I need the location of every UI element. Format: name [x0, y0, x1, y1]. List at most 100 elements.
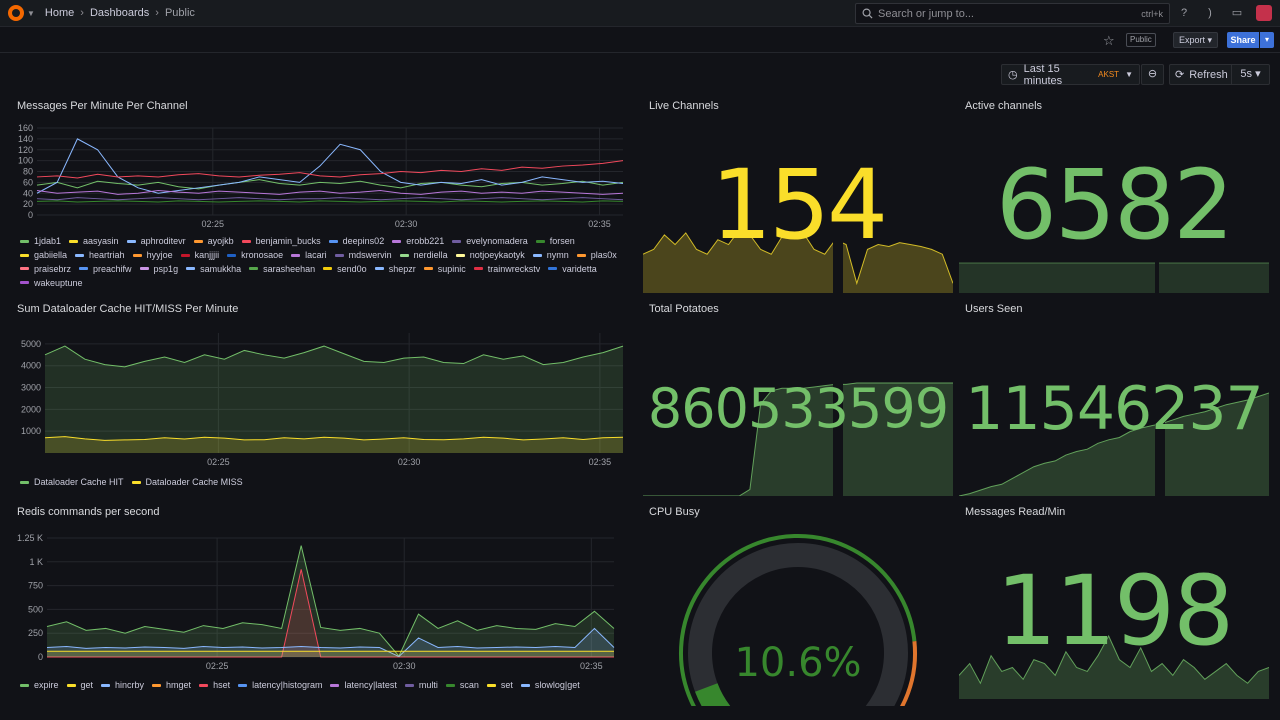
legend-item[interactable]: samukkha [186, 264, 241, 275]
legend-item[interactable]: Dataloader Cache MISS [131, 475, 243, 489]
legend-label: aphroditevr [140, 236, 186, 247]
legend-label: hyyjoe [146, 250, 173, 261]
redis-commands-chart[interactable]: 0 250 500 750 1 K 1.25 K 02:25 02:30 02:35 [17, 506, 629, 676]
legend-item[interactable]: deepins02 [328, 236, 384, 247]
legend-item[interactable]: hmget [152, 678, 191, 692]
legend-item[interactable]: aasyasin [69, 236, 119, 247]
user-avatar[interactable] [1256, 5, 1272, 21]
legend-item[interactable]: forsen [535, 236, 575, 247]
star-icon[interactable]: ☆ [1103, 33, 1115, 48]
search-bar[interactable]: ctrl+k [855, 3, 1170, 24]
legend-label: kronosaoe [241, 250, 284, 261]
redis-commands-panel: Redis commands per second 0 250 500 750 1 K 1… [17, 506, 629, 696]
legend-item[interactable]: mdswervin [334, 250, 392, 261]
y-tick-label: 2000 [21, 404, 41, 414]
legend-swatch [374, 267, 384, 271]
share-button[interactable]: Share [1227, 32, 1259, 48]
legend-item[interactable]: send0o [323, 264, 367, 275]
legend-item[interactable]: latency|latest [330, 678, 397, 692]
sparkline-line [643, 229, 953, 286]
legend-swatch [20, 239, 29, 243]
gauge-threshold-green [679, 534, 917, 706]
legend-item[interactable]: trainwreckstv [473, 263, 541, 275]
legend-swatch [20, 253, 29, 257]
legend-item[interactable]: 1jdab1 [20, 236, 61, 247]
legend-item[interactable]: heartriah [75, 250, 125, 261]
y-tick-label: 0 [28, 210, 33, 220]
legend-label: kanjjjii [194, 250, 220, 261]
axis-group: 0 250 500 750 1 K 1.25 K 02:25 02:30 02:35 [17, 533, 614, 671]
legend-item[interactable]: get [66, 678, 93, 692]
legend-item[interactable]: ayojkb [193, 236, 234, 247]
legend-item[interactable]: wakeuptune [20, 277, 83, 288]
legend-swatch [132, 253, 142, 257]
legend-label: gabiiella [34, 250, 68, 261]
search-input[interactable] [878, 7, 1142, 20]
y-tick-label: 40 [23, 188, 33, 198]
legend-item[interactable]: shepzr [374, 264, 416, 275]
legend-item[interactable]: Dataloader Cache HIT [20, 475, 124, 489]
legend-item[interactable]: multi [404, 678, 438, 692]
y-tick-label: 1 K [29, 557, 43, 567]
legend-label: 1jdab1 [34, 236, 62, 247]
legend-swatch [101, 683, 111, 687]
legend-item[interactable]: psp1g [139, 263, 179, 275]
help-icon[interactable]: ? [1180, 7, 1188, 19]
zoom-out-button[interactable]: ⊖ [1141, 64, 1164, 85]
legend-item[interactable]: expire [20, 678, 59, 692]
legend-item[interactable]: kronosaoe [227, 250, 283, 261]
chevron-down-icon[interactable]: ▼ [27, 8, 35, 18]
legend-item[interactable]: nymn [532, 250, 569, 261]
legend-item[interactable]: varidetta [548, 264, 597, 275]
refresh-button[interactable]: ⟳ Refresh [1169, 64, 1232, 85]
share-dropdown-button[interactable]: ▾ [1260, 32, 1274, 48]
sparkline-area [959, 393, 1269, 496]
dataloader-chart[interactable]: 1000 2000 3000 4000 5000 02:25 02:30 02:35 [17, 303, 629, 473]
legend-item[interactable]: set [486, 678, 513, 692]
grafana-logo-icon[interactable] [8, 5, 24, 21]
legend-item[interactable]: notjoeykaotyk [455, 250, 525, 261]
legend-item[interactable]: benjamin_bucks [241, 236, 321, 247]
display-icon[interactable]: ▭ [1231, 7, 1243, 19]
panel-title: Total Potatoes [649, 303, 719, 315]
breadcrumb-home[interactable]: Home [44, 7, 75, 19]
legend-item[interactable]: plas0x [576, 250, 617, 261]
legend-label: ayojkb [207, 236, 234, 247]
legend-item[interactable]: preachifw [79, 264, 132, 275]
legend-label: trainwreckstv [487, 263, 541, 274]
legend-item[interactable]: lacari [291, 250, 327, 261]
export-button[interactable]: Export ▾ [1173, 32, 1219, 48]
series-line [36, 197, 624, 201]
series-line [36, 138, 624, 194]
legend-item[interactable]: scan [445, 678, 479, 692]
legend-item[interactable]: slowlog|get [520, 678, 580, 692]
legend-swatch [238, 683, 248, 687]
time-range-picker[interactable]: ◷ Last 15 minutes AKST ▼ [1001, 63, 1140, 87]
redis-legend: expire get hincrby hmget hset latency|histogr… [20, 678, 620, 692]
legend-label: preachifw [93, 263, 132, 274]
legend-item[interactable]: kanjjjii [180, 250, 220, 261]
refresh-interval-picker[interactable]: 5s ▾ [1232, 64, 1270, 85]
sparkline-area [643, 230, 953, 293]
legend-swatch [328, 239, 338, 243]
legend-item[interactable]: praisebrz [20, 264, 71, 275]
legend-item[interactable]: gabiiella [20, 250, 67, 261]
legend-label: psp1g [153, 263, 179, 274]
legend-item[interactable]: hyyjoe [132, 250, 173, 261]
breadcrumb-dashboards[interactable]: Dashboards [89, 7, 150, 19]
legend-label: set [500, 680, 513, 690]
legend-item[interactable]: latency|histogram [238, 678, 322, 692]
gauge-value-arc [695, 682, 731, 706]
legend-item[interactable]: sarasheehan [249, 264, 315, 275]
legend-item[interactable]: aphroditevr [126, 236, 186, 247]
legend-item[interactable]: supinic [423, 264, 466, 275]
legend-item[interactable]: hset [199, 678, 230, 692]
messages-legend: 1jdab1 aasyasin aphroditevr ayojkb benjamin_… [20, 236, 620, 288]
legend-item[interactable]: evelynomadera [452, 236, 528, 247]
legend-item[interactable]: hincrby [101, 678, 144, 692]
legend-item[interactable]: erobb221 [392, 236, 444, 247]
news-feed-icon[interactable]: ) [1208, 7, 1212, 19]
legend-label: evelynomadera [466, 236, 528, 247]
legend-item[interactable]: nerdiella [399, 250, 448, 261]
